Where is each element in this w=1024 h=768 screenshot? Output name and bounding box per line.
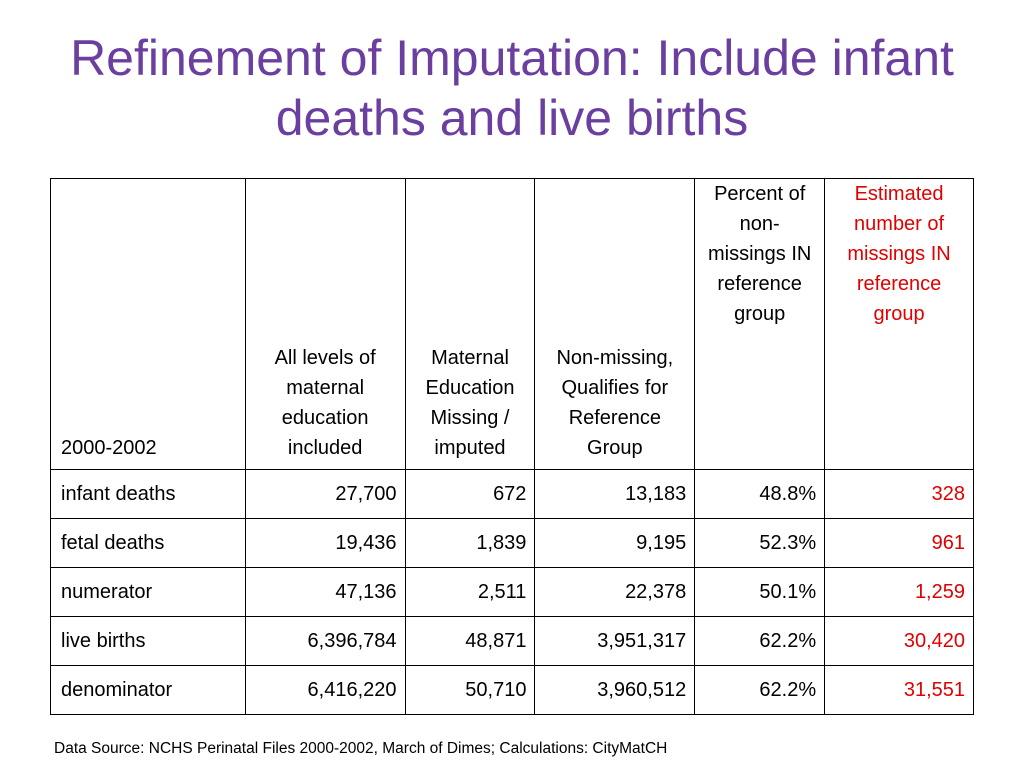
header-period: 2000-2002 — [50, 178, 246, 470]
cell-all-levels: 47,136 — [244, 567, 406, 617]
table-row: numerator 47,136 2,511 22,378 50.1% 1,25… — [50, 567, 974, 617]
cell-non-missing: 3,951,317 — [534, 616, 696, 666]
cell-estimated-missings: 31,551 — [824, 665, 974, 715]
cell-education-missing: 48,871 — [404, 616, 536, 666]
cell-percent-reference: 48.8% — [694, 469, 826, 519]
cell-percent-reference: 62.2% — [694, 616, 826, 666]
cell-education-missing: 1,839 — [404, 518, 536, 568]
cell-percent-reference: 50.1% — [694, 567, 826, 617]
cell-estimated-missings: 1,259 — [824, 567, 974, 617]
cell-all-levels: 6,396,784 — [244, 616, 406, 666]
cell-percent-reference: 52.3% — [694, 518, 826, 568]
cell-non-missing: 13,183 — [534, 469, 696, 519]
row-label: numerator — [50, 567, 246, 617]
table-row: fetal deaths 19,436 1,839 9,195 52.3% 96… — [50, 518, 974, 568]
cell-all-levels: 6,416,220 — [244, 665, 406, 715]
cell-all-levels: 19,436 — [244, 518, 406, 568]
cell-education-missing: 50,710 — [404, 665, 536, 715]
cell-non-missing: 3,960,512 — [534, 665, 696, 715]
row-label: denominator — [50, 665, 246, 715]
cell-estimated-missings: 961 — [824, 518, 974, 568]
cell-estimated-missings: 328 — [824, 469, 974, 519]
header-estimated-missings: Estimated number of missings IN referenc… — [824, 178, 974, 470]
slide-title: Refinement of Imputation: Include infant… — [70, 30, 954, 146]
cell-non-missing: 22,378 — [534, 567, 696, 617]
table-row: infant deaths 27,700 672 13,183 48.8% 32… — [50, 469, 974, 519]
cell-percent-reference: 62.2% — [694, 665, 826, 715]
cell-education-missing: 672 — [404, 469, 536, 519]
table-header-row: 2000-2002 All levels of maternal educati… — [50, 178, 974, 470]
cell-estimated-missings: 30,420 — [824, 616, 974, 666]
header-all-levels: All levels of maternal education include… — [244, 178, 406, 470]
table-row: denominator 6,416,220 50,710 3,960,512 6… — [50, 665, 974, 715]
imputation-table: 2000-2002 All levels of maternal educati… — [50, 178, 974, 715]
header-non-missing: Non-missing, Qualifies for Reference Gro… — [534, 178, 696, 470]
header-education-missing: Maternal Education Missing / imputed — [404, 178, 536, 470]
cell-education-missing: 2,511 — [404, 567, 536, 617]
row-label: live births — [50, 616, 246, 666]
row-label: fetal deaths — [50, 518, 246, 568]
table-row: live births 6,396,784 48,871 3,951,317 6… — [50, 616, 974, 666]
data-source-note: Data Source: NCHS Perinatal Files 2000-2… — [54, 740, 668, 757]
row-label: infant deaths — [50, 469, 246, 519]
cell-non-missing: 9,195 — [534, 518, 696, 568]
cell-all-levels: 27,700 — [244, 469, 406, 519]
header-percent-reference: Percent of non-missings IN reference gro… — [694, 178, 826, 470]
